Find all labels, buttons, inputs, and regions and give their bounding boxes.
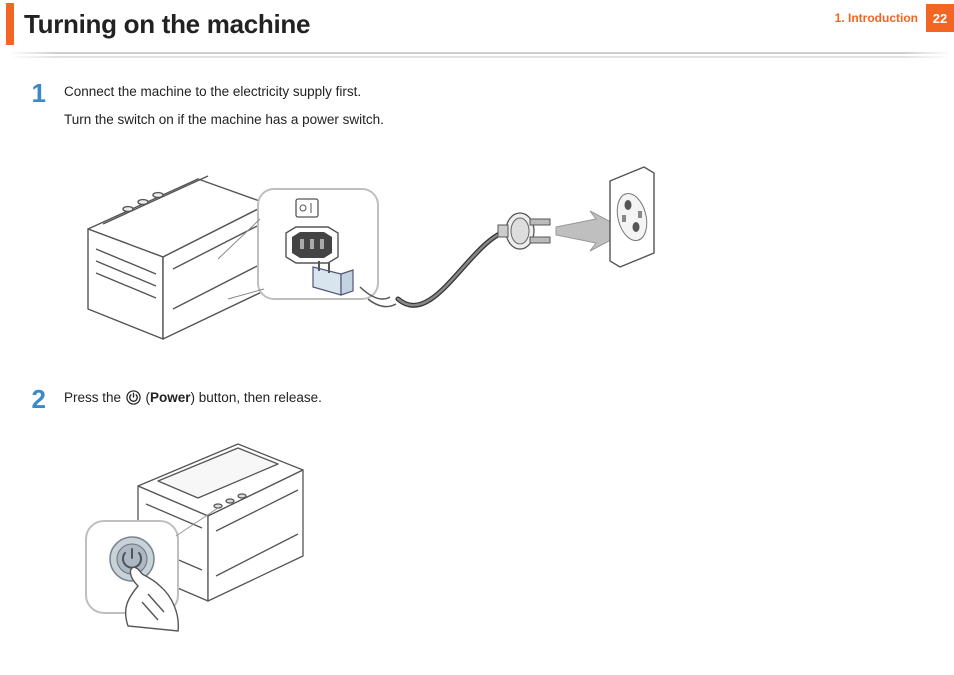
illustration-plug: [68, 149, 934, 364]
power-icon: [126, 390, 141, 405]
step-2-suffix: ) button, then release.: [191, 390, 322, 405]
step-2-mid: (: [142, 390, 150, 405]
step-1-line-1: Connect the machine to the electricity s…: [64, 82, 934, 102]
step-number: 1: [28, 80, 46, 106]
step-body: Press the (Power) button, then release.: [64, 386, 934, 416]
section-label: 1. Introduction: [835, 11, 918, 25]
step-body: Connect the machine to the electricity s…: [64, 80, 934, 139]
illustration-press-power: [68, 426, 934, 646]
step-number: 2: [28, 386, 46, 412]
header-right: 1. Introduction 22: [835, 4, 954, 32]
step-1: 1 Connect the machine to the electricity…: [28, 80, 934, 139]
step-2-text: Press the (Power) button, then release.: [64, 388, 934, 408]
page-number-badge: 22: [926, 4, 954, 32]
header-divider: [0, 50, 954, 62]
page-title: Turning on the machine: [24, 9, 310, 40]
step-1-line-2: Turn the switch on if the machine has a …: [64, 110, 934, 130]
step-2-power-word: Power: [150, 390, 191, 405]
page-header: Turning on the machine 1. Introduction 2…: [0, 0, 954, 48]
step-2-prefix: Press the: [64, 390, 125, 405]
step-2: 2 Press the (Power) button, then release…: [28, 386, 934, 416]
accent-bar: [6, 3, 14, 45]
page-content: 1 Connect the machine to the electricity…: [0, 62, 954, 646]
